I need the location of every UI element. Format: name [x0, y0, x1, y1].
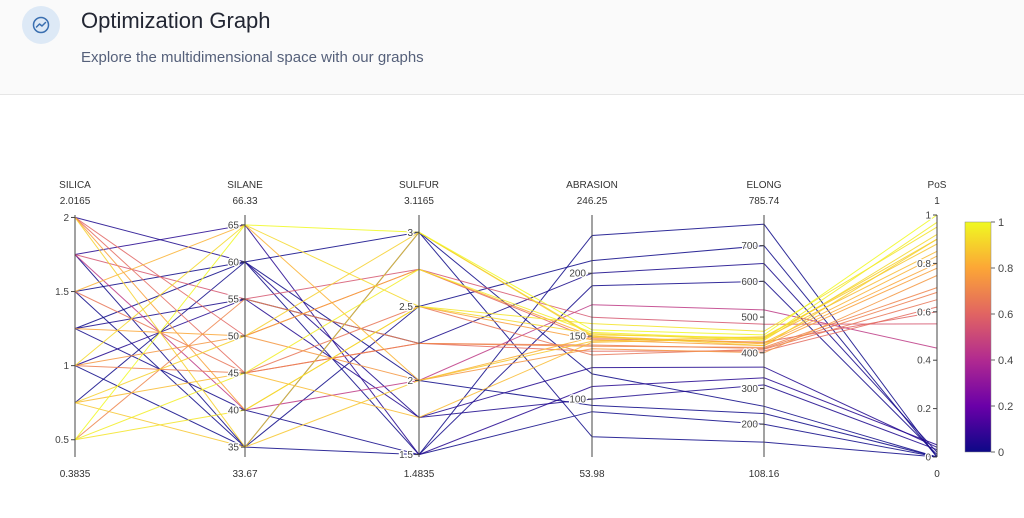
- data-line: [74, 231, 938, 458]
- axis-pos[interactable]: PoS 1 00 0.2 0.4 0.6 0.8 1: [916, 180, 947, 480]
- data-line: [74, 216, 938, 451]
- axis-min-label: 0: [934, 469, 940, 480]
- axis-max-label: 785.74: [749, 196, 780, 207]
- axis-tick-label: 65: [228, 220, 240, 231]
- axis-tick-label: 1.5: [399, 450, 413, 461]
- colorbar-tick-label: 1: [998, 217, 1004, 229]
- axis-title: ELONG: [746, 180, 781, 191]
- axis-min-label: 33.67: [232, 469, 257, 480]
- data-line: [74, 280, 938, 456]
- chart-line-icon-glyph: [32, 16, 50, 34]
- axis-silane[interactable]: SILANE 66.33 33.67 35 40 45 50 55 60 65: [227, 180, 263, 480]
- data-lines: [74, 214, 938, 458]
- page-title: Optimization Graph: [81, 8, 271, 33]
- axis-tick-label: 0.5: [55, 435, 69, 446]
- axis-title: SULFUR: [399, 180, 439, 191]
- axis-tick-label: 40: [228, 406, 240, 417]
- data-line: [74, 217, 938, 448]
- parallel-coordinates-chart[interactable]: SILICA2.01650.38350.511.52SILANE66.3333.…: [0, 95, 1024, 518]
- axis-tick-label: 45: [228, 369, 240, 380]
- axis-max-label: 66.33: [232, 196, 257, 207]
- axis-tick-label: 1: [63, 361, 69, 372]
- data-line: [74, 291, 938, 374]
- axis-min-label: 53.98: [579, 469, 604, 480]
- data-line: [74, 226, 938, 441]
- axis-tick-label: 60: [228, 257, 240, 268]
- axis-tick-label: 0.8: [917, 259, 931, 270]
- axis-tick-label: 500: [741, 313, 758, 324]
- axis-tick-label: 400: [741, 348, 758, 359]
- axis-tick-label: 600: [741, 277, 758, 288]
- axis-min-label: 0.3835: [60, 469, 91, 480]
- axis-max-label: 2.0165: [60, 196, 91, 207]
- axis-tick-label: 1: [925, 211, 931, 222]
- axis-tick-label: 100: [569, 395, 586, 406]
- axis-title: PoS: [928, 180, 947, 191]
- axis-max-label: 1: [934, 196, 940, 207]
- axis-tick-label: 0.4: [917, 356, 931, 367]
- data-line: [74, 287, 938, 441]
- colorbar-tick-label: 0.6: [998, 309, 1013, 321]
- colorbar: 0 0.2 0.4 0.6 0.8 1: [964, 217, 1013, 459]
- axis-tick-label: 2: [407, 376, 413, 387]
- axis-tick-label: 200: [741, 420, 758, 431]
- axis-tick-label: 0: [925, 453, 931, 464]
- axis-tick-label: 3: [407, 228, 413, 239]
- axis-tick-label: 300: [741, 384, 758, 395]
- axis-abrasion[interactable]: ABRASION 246.25 53.98 100 150 200: [566, 180, 618, 480]
- axis-tick-label: 2: [63, 213, 69, 224]
- data-line: [74, 231, 938, 404]
- colorbar-tick-label: 0: [998, 447, 1004, 459]
- axis-elong[interactable]: ELONG 785.74 108.16 200 300 400 500 600 700: [740, 180, 782, 480]
- data-line: [74, 275, 938, 382]
- axis-title: SILANE: [227, 180, 263, 191]
- colorbar-tick-label: 0.4: [998, 355, 1013, 367]
- data-line: [74, 245, 938, 458]
- axis-tick-label: 50: [228, 332, 240, 343]
- axis-tick-label: 35: [228, 443, 240, 454]
- data-line: [74, 365, 938, 458]
- data-line: [74, 262, 938, 453]
- axis-tick-label: 700: [741, 241, 758, 252]
- axis-tick-label: 1.5: [55, 287, 69, 298]
- axis-min-label: 1.4835: [404, 469, 435, 480]
- axis-silica[interactable]: SILICA 2.0165 0.3835 0.5 1 1.5 2: [54, 180, 91, 480]
- axis-title: ABRASION: [566, 180, 618, 191]
- axis-tick-label: 200: [569, 269, 586, 280]
- axis-max-label: 246.25: [577, 196, 608, 207]
- axis-max-label: 3.1165: [404, 196, 434, 207]
- axis-tick-label: 0.2: [917, 404, 931, 415]
- axis-min-label: 108.16: [749, 469, 780, 480]
- data-line: [74, 250, 938, 419]
- data-line: [74, 298, 938, 448]
- data-line: [74, 291, 938, 374]
- data-line: [74, 243, 938, 448]
- data-line: [74, 221, 938, 441]
- axis-title: SILICA: [59, 180, 91, 191]
- axis-tick-label: 55: [228, 294, 240, 305]
- page-subtitle: Explore the multidimensional space with …: [81, 49, 424, 66]
- axis-sulfur[interactable]: SULFUR 3.1165 1.4835 1.5 2 2.5 3: [398, 180, 439, 480]
- axis-tick-label: 0.6: [917, 307, 931, 318]
- axis-tick-label: 150: [569, 332, 586, 343]
- colorbar-tick-label: 0.8: [998, 263, 1013, 275]
- chart-line-icon: [22, 6, 60, 44]
- page-header: Optimization Graph Explore the multidime…: [0, 0, 1024, 95]
- data-line: [74, 214, 938, 441]
- axes: SILICA2.01650.38350.511.52SILANE66.3333.…: [54, 180, 947, 480]
- axis-tick-label: 2.5: [399, 302, 413, 313]
- data-line: [74, 224, 938, 456]
- data-line: [74, 262, 938, 345]
- colorbar-tick-label: 0.2: [998, 401, 1013, 413]
- data-line: [74, 224, 938, 366]
- colorbar-gradient: [964, 221, 992, 453]
